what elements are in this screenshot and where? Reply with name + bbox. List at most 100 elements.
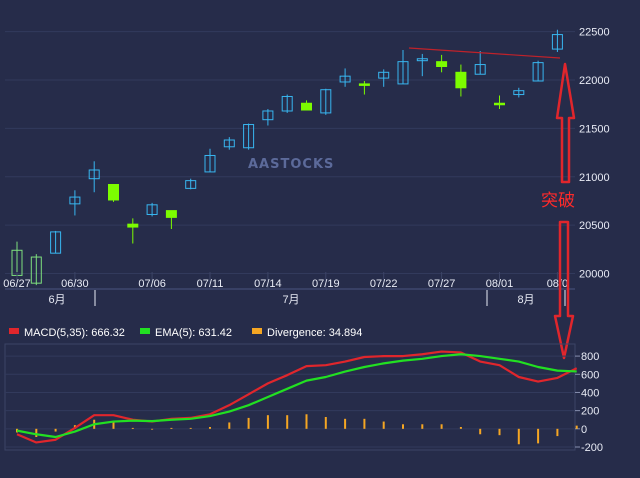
legend-label: MACD(5,35): 666.32 [24, 327, 125, 339]
candle-body [397, 61, 409, 85]
divergence-bar [459, 427, 462, 429]
divergence-bar [151, 428, 154, 430]
macd-tick-label: 600 [581, 369, 599, 381]
macd-tick-label: 0 [581, 424, 587, 436]
date-tick-label: 08/01 [486, 278, 514, 290]
date-tick-label: 07/06 [138, 278, 166, 290]
lower-grid [5, 355, 575, 448]
divergence-bar [286, 415, 289, 429]
candle-body [551, 34, 563, 50]
date-tick-label: 08/0 [547, 278, 568, 290]
breakout-label: 突破 [541, 191, 575, 211]
month-label: 6月 [48, 294, 65, 306]
ema-line [16, 353, 577, 439]
candle-body [455, 71, 467, 89]
divergence-bar [402, 424, 404, 429]
divergence-bar [170, 427, 173, 429]
divergence-bar [363, 418, 366, 429]
divergence-bar [324, 417, 327, 429]
candle-body [69, 196, 81, 205]
price-tick-label: 21500 [579, 123, 610, 135]
divergence-bar [209, 427, 211, 429]
breakout-arrow-down [553, 220, 575, 360]
candle-body [358, 83, 370, 86]
divergence-bar [498, 428, 501, 436]
candlesticks [11, 29, 563, 286]
candle-body [204, 154, 216, 173]
candle-body [127, 223, 139, 228]
legend-swatch [140, 328, 150, 334]
macd-legend: MACD(5,35): 666.32 EMA(5): 631.42 Divergen… [9, 327, 362, 339]
date-tick-label: 07/14 [254, 278, 282, 290]
candle-body [146, 204, 158, 215]
date-tick-label: 07/11 [197, 278, 224, 290]
date-axis: 06/27 06/30 07/06 07/11 07/14 07/19 07/22 07/27… [3, 272, 575, 306]
candle-body [185, 180, 197, 189]
divergence-bar [382, 421, 385, 429]
price-tick-label: 22500 [579, 27, 610, 39]
divergence-bar [247, 417, 250, 429]
resistance-trendline [408, 47, 561, 59]
divergence-bar [479, 428, 482, 435]
month-label: 8月 [517, 294, 534, 306]
price-tick-label: 20500 [579, 220, 610, 232]
legend-label: Divergence: 34.894 [267, 327, 362, 339]
date-tick-label: 07/19 [312, 278, 340, 290]
candle-body [320, 89, 332, 114]
date-tick-label: 06/30 [61, 278, 89, 290]
date-tick-label: 06/27 [3, 278, 31, 290]
divergence-bar [537, 428, 540, 444]
price-axis: 20000 20500 21000 21500 22000 22500 [579, 27, 610, 281]
divergence-bar [440, 424, 443, 429]
candle-body [494, 102, 505, 106]
macd-axis: -200 0 200 400 600 800 [575, 351, 603, 454]
candle-body [436, 61, 448, 67]
candle-body [88, 169, 100, 180]
divergence-bar [131, 427, 134, 429]
breakout-arrow-up [555, 62, 576, 184]
legend-swatch [9, 328, 19, 334]
watermark: AASTOCKS [248, 157, 334, 172]
watermark-text: AASTOCKS [248, 157, 334, 172]
candle-body [532, 62, 544, 82]
upper-grid [5, 31, 575, 274]
candle-body [262, 110, 274, 121]
legend-label: EMA(5): 631.42 [155, 327, 232, 339]
candle-body [339, 75, 351, 83]
candle-body [474, 64, 486, 75]
divergence-bar [421, 424, 424, 429]
candle-body [301, 102, 312, 111]
candle-body [243, 124, 255, 149]
divergence-bar [556, 428, 559, 437]
divergence-bar [344, 418, 347, 429]
candle-body [165, 210, 177, 218]
macd-tick-label: -200 [581, 442, 603, 454]
candle-body [108, 184, 119, 201]
divergence-bar [54, 428, 57, 432]
price-tick-label: 21000 [579, 172, 610, 184]
macd-tick-label: 800 [581, 351, 599, 363]
candle-body [50, 231, 62, 254]
divergence-bar [35, 428, 38, 437]
macd-tick-label: 200 [581, 406, 599, 418]
divergence-bar [575, 425, 578, 429]
candle-body [378, 71, 390, 79]
price-tick-label: 20000 [579, 268, 610, 280]
divergence-bar [266, 415, 269, 429]
legend-swatch [252, 328, 262, 334]
lower-plot-area [4, 343, 576, 451]
macd-line [16, 350, 578, 444]
divergence-bar [517, 428, 520, 445]
macd-tick-label: 400 [581, 387, 599, 399]
divergence-bar [305, 414, 308, 429]
candle-body [513, 90, 525, 96]
divergence-bar [189, 427, 192, 429]
candle-body [30, 256, 42, 284]
candle-body [416, 58, 428, 62]
date-tick-label: 07/27 [428, 278, 456, 290]
month-label: 7月 [282, 294, 299, 306]
candle-body [281, 95, 293, 112]
candle-body [223, 139, 235, 148]
date-tick-label: 07/22 [370, 278, 398, 290]
